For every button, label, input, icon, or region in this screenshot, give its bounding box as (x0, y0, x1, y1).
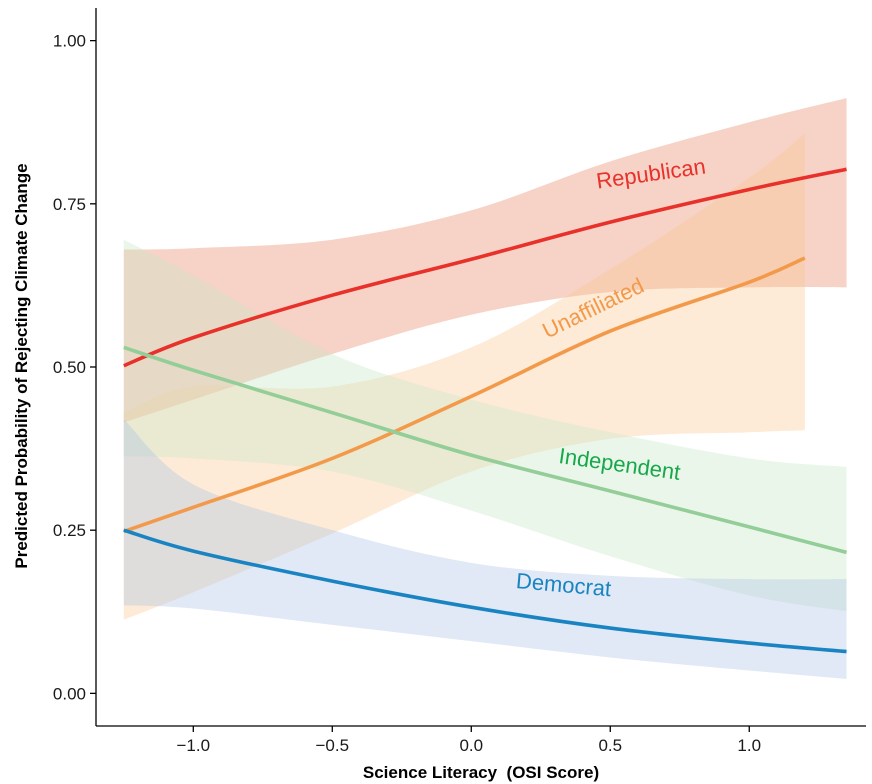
y-axis-title: Predicted Probability of Rejecting Clima… (12, 163, 31, 568)
confidence-band-democrat (123, 419, 847, 679)
x-tick-label: −1.0 (177, 736, 211, 755)
x-tick-label: 0.0 (459, 736, 483, 755)
series-line-unaffiliated (123, 256, 806, 534)
x-tick-label: 1.0 (737, 736, 761, 755)
ticks: −1.0 −0.5 0.0 0.5 1.0 0.00 0.25 0.50 0.75 1.00 (53, 32, 761, 755)
series-lines (123, 167, 847, 654)
series-line-independent (123, 345, 847, 555)
x-axis-title: Science Literacy (OSI Score) (363, 763, 599, 782)
x-tick-label: 0.5 (598, 736, 622, 755)
confidence-band-republican (123, 98, 847, 423)
x-tick-label: −0.5 (316, 736, 350, 755)
confidence-bands (123, 98, 847, 679)
y-tick-label: 0.50 (53, 358, 86, 377)
y-tick-label: 0.25 (53, 521, 86, 540)
y-tick-label: 1.00 (53, 32, 86, 51)
confidence-band-independent (123, 239, 847, 612)
series-line-democrat (123, 528, 847, 654)
series-line-republican (123, 167, 847, 368)
y-tick-label: 0.00 (53, 684, 86, 703)
y-tick-label: 0.75 (53, 195, 86, 214)
confidence-band-unaffiliated (123, 133, 805, 620)
